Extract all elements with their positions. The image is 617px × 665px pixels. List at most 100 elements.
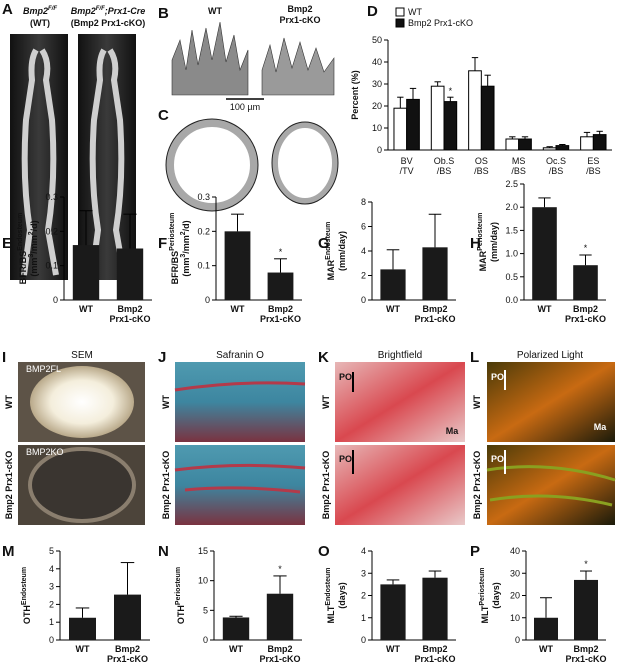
y-label-main: MLT <box>326 605 336 623</box>
image-title: Polarized Light <box>517 350 583 361</box>
y-tick-label: 30 <box>510 568 520 578</box>
cortical-ring <box>166 119 258 211</box>
row-label: WT <box>161 395 171 409</box>
bar <box>380 584 406 640</box>
y-tick-label: 4 <box>361 546 366 556</box>
bar <box>542 147 557 151</box>
image-tag: BMP2FL <box>26 364 61 374</box>
error-bar <box>123 213 137 249</box>
error-bar <box>471 57 479 71</box>
x-tick-label: Bmp2 <box>115 644 140 654</box>
error-bar <box>509 136 516 139</box>
x-tick-label: WT <box>538 304 552 314</box>
y-label-sup: Endosteum <box>21 567 28 605</box>
y-tick-label: 40 <box>372 57 382 67</box>
panel-letter: C <box>158 107 169 124</box>
error-bar <box>409 87 417 100</box>
significance: * <box>449 86 453 96</box>
panel-letter: H <box>470 235 481 252</box>
cortical-ring <box>272 122 338 204</box>
image-title: Bmp2F/F <box>23 6 57 16</box>
y-tick-label: 2 <box>49 599 54 609</box>
x-tick-label: Bmp2 <box>422 304 447 314</box>
y-tick-label: 0.5 <box>505 272 518 282</box>
unit-part: 2 <box>28 231 35 235</box>
image-label: Prx1-cKO <box>279 15 320 25</box>
unit-part: (mm <box>181 258 191 277</box>
x-tick-label: WT <box>229 644 243 654</box>
stain <box>174 381 306 392</box>
error-bar <box>274 258 287 273</box>
image-subtitle: (WT) <box>30 18 50 28</box>
y-label-main: BFR/BS <box>18 251 28 285</box>
y-label-main: Percent (%) <box>350 70 360 120</box>
unit-part: (days) <box>491 582 501 609</box>
y-axis-label: OTHEndosteum <box>21 567 32 624</box>
error-bar <box>428 570 442 578</box>
x-tick-label: Prx1-cKO <box>414 654 455 664</box>
y-label-main: OTH <box>176 605 186 624</box>
x-tick-label: Prx1-cKO <box>260 314 301 324</box>
superscript: F/F <box>96 6 105 12</box>
y-tick-label: 0.0 <box>505 295 518 305</box>
row-label: WT <box>321 395 331 409</box>
x-tick-label: WT <box>386 644 400 654</box>
sem-marrow <box>30 366 134 438</box>
bar <box>532 207 557 300</box>
x-tick-label: Bmp2 <box>117 304 142 314</box>
y-tick-label: 15 <box>198 546 208 556</box>
y-tick-label: 0 <box>515 635 520 645</box>
row-label: Bmp2 Prx1-cKO <box>161 451 171 520</box>
panel-letter: O <box>318 543 330 560</box>
error-bar <box>229 615 243 618</box>
image-subtitle: (Bmp2 Prx1-cKO) <box>71 18 146 28</box>
y-axis-label: BFR/BSPeriosteum <box>169 213 180 285</box>
y-tick-label: 30 <box>372 79 382 89</box>
panel-letter: P <box>470 543 480 560</box>
x-tick-label: Bmp2 <box>268 304 293 314</box>
x-tick-label: WT <box>386 304 400 314</box>
y-axis-unit: (days) <box>337 582 347 609</box>
error-bar <box>559 144 566 146</box>
error-bar <box>386 249 400 270</box>
y-axis-label: MLTPeriosteum <box>479 568 490 624</box>
unit-part: 3 <box>28 254 35 258</box>
y-tick-label: 1.5 <box>505 225 518 235</box>
y-tick-label: 0.2 <box>45 226 58 236</box>
unit-part: (mm <box>29 258 39 277</box>
y-axis-label: Percent (%) <box>350 70 360 120</box>
y-tick-label: 0.1 <box>45 261 58 271</box>
histology-image <box>335 445 465 525</box>
ma-label: Ma <box>446 426 459 436</box>
x-tick-label: OS <box>475 156 488 166</box>
gene-rest: ;Prx1-Cre <box>105 6 146 16</box>
bar <box>443 101 458 151</box>
unit-part: /d) <box>181 220 191 231</box>
significance: * <box>278 564 282 574</box>
panel-letter: E <box>2 235 12 252</box>
bar <box>573 265 598 300</box>
y-label-sup: Endosteum <box>17 213 24 251</box>
x-tick-label: Prx1-cKO <box>259 654 300 664</box>
bar <box>534 617 558 640</box>
y-tick-label: 10 <box>372 123 382 133</box>
y-label-sup: Endosteum <box>325 222 332 260</box>
significance: * <box>584 243 588 253</box>
bar <box>393 107 408 151</box>
x-tick-label: WT <box>231 304 245 314</box>
unit-part: /mm <box>181 235 191 254</box>
bar <box>116 248 144 300</box>
x-tick-label: Bmp2 <box>573 644 598 654</box>
x-tick-label: Prx1-cKO <box>565 314 606 324</box>
panel-letter: B <box>158 5 169 22</box>
y-tick-label: 8 <box>361 197 366 207</box>
y-tick-label: 2 <box>361 591 366 601</box>
polarized-image <box>487 362 615 442</box>
y-tick-label: 6 <box>361 222 366 232</box>
error-bar <box>596 130 603 135</box>
x-tick-label: /BS <box>437 166 452 176</box>
y-tick-label: 10 <box>198 576 208 586</box>
